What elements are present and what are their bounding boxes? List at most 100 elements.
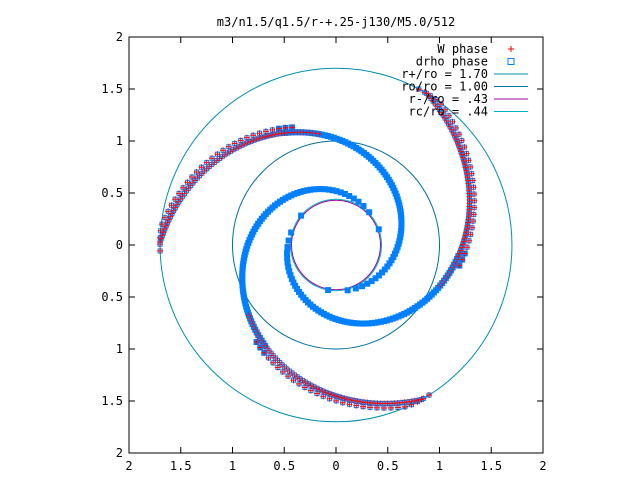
w-point xyxy=(464,174,471,181)
w-point xyxy=(265,132,272,139)
w-point xyxy=(335,393,342,400)
w-point xyxy=(460,238,467,245)
w-point xyxy=(241,140,248,147)
x-tick-label: 1 xyxy=(229,459,236,473)
x-tick-label: 2 xyxy=(125,459,132,473)
drho-point xyxy=(352,285,359,292)
w-point xyxy=(453,135,460,142)
y-tick-label: 1 xyxy=(116,134,123,148)
w-point xyxy=(172,196,179,203)
w-point xyxy=(259,134,266,141)
y-tick-label: 0.5 xyxy=(101,290,123,304)
w-point xyxy=(468,224,475,231)
w-point xyxy=(455,253,462,260)
w-point xyxy=(344,396,351,403)
w-point xyxy=(275,130,282,137)
w-point xyxy=(454,139,461,146)
w-point xyxy=(235,143,242,150)
w-point xyxy=(426,392,433,399)
y-tick-label: 0 xyxy=(116,238,123,252)
w-point xyxy=(279,368,286,375)
w-point xyxy=(415,397,422,404)
circle-2 xyxy=(290,199,382,291)
w-point xyxy=(462,232,469,239)
w-point xyxy=(459,151,466,158)
w-point xyxy=(301,384,308,391)
drho-point xyxy=(325,287,332,294)
w-point xyxy=(328,391,335,398)
w-point xyxy=(262,128,269,135)
w-point xyxy=(463,170,470,177)
w-point xyxy=(157,247,164,254)
drho-point xyxy=(288,229,295,236)
w-point xyxy=(471,191,478,198)
circle-0 xyxy=(159,67,513,423)
w-point xyxy=(331,392,338,399)
w-point xyxy=(159,232,166,239)
w-point xyxy=(471,204,478,211)
w-point xyxy=(157,239,164,246)
w-point xyxy=(325,390,332,397)
w-point xyxy=(464,222,471,229)
y-tick-label: 2 xyxy=(116,446,123,460)
w-point xyxy=(253,339,260,346)
drho-point xyxy=(284,249,291,256)
w-point xyxy=(437,101,444,108)
y-tick-label: 1 xyxy=(116,342,123,356)
w-point xyxy=(269,126,276,133)
w-point xyxy=(463,167,470,174)
w-point xyxy=(347,396,354,403)
w-point xyxy=(225,143,232,150)
w-point xyxy=(461,250,468,257)
w-point xyxy=(418,396,425,403)
w-point xyxy=(338,394,345,401)
w-point xyxy=(253,136,260,143)
w-point xyxy=(198,164,205,171)
x-tick-label: 0 xyxy=(332,459,339,473)
w-point xyxy=(262,133,269,140)
w-point xyxy=(184,179,191,186)
w-point xyxy=(367,404,374,411)
w-point xyxy=(462,164,469,171)
w-point xyxy=(231,140,238,147)
w-point xyxy=(256,135,263,142)
w-point xyxy=(163,222,170,229)
w-point xyxy=(459,241,466,248)
w-point xyxy=(465,157,472,164)
drho-point xyxy=(298,212,305,219)
w-point xyxy=(238,142,245,149)
w-point xyxy=(456,262,463,269)
w-point xyxy=(161,226,168,233)
x-tick-label: 2 xyxy=(539,459,546,473)
drho-point xyxy=(355,198,362,205)
x-tick-label: 1 xyxy=(436,459,443,473)
w-point xyxy=(316,386,323,393)
w-point xyxy=(461,161,468,168)
w-point xyxy=(451,132,458,139)
legend-label: r+/ro = 1.70 xyxy=(401,67,488,81)
w-point xyxy=(354,398,361,405)
w-point xyxy=(457,247,464,254)
w-point xyxy=(456,145,463,152)
y-tick-label: 2 xyxy=(116,30,123,44)
drho-point xyxy=(285,237,292,244)
w-point xyxy=(313,390,320,397)
w-point xyxy=(423,90,430,97)
w-point xyxy=(250,137,257,144)
drho-point xyxy=(360,203,367,210)
w-point xyxy=(272,131,279,138)
w-point xyxy=(256,130,263,137)
legend-plus-marker xyxy=(508,46,514,52)
w-point xyxy=(265,354,272,361)
x-tick-label: 0.5 xyxy=(377,459,399,473)
w-point xyxy=(455,142,462,149)
reference-circles xyxy=(159,67,513,423)
legend-label: r-/ro = .43 xyxy=(409,92,488,106)
x-tick-label: 1.5 xyxy=(170,459,192,473)
drho-point xyxy=(359,283,366,290)
w-point xyxy=(470,218,477,225)
w-point xyxy=(158,235,165,242)
w-point xyxy=(456,250,463,257)
w-point xyxy=(464,244,471,251)
w-point xyxy=(296,380,303,387)
